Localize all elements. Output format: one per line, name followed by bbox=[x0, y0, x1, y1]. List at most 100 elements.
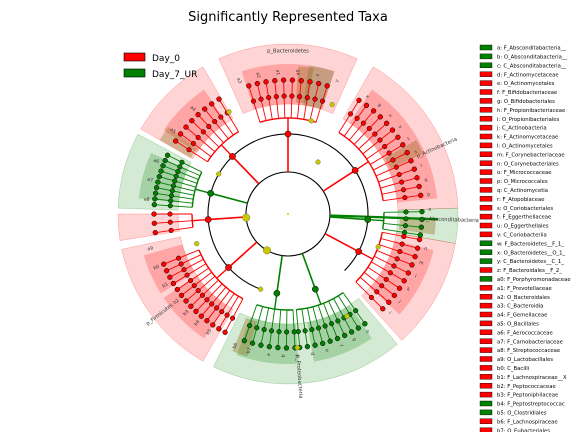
taxon-node bbox=[195, 111, 201, 118]
taxon-node bbox=[155, 179, 161, 185]
key-entry: b0: C_Bacilli bbox=[497, 366, 529, 372]
tree-branch bbox=[362, 129, 393, 155]
tree-branch bbox=[317, 304, 331, 342]
tree-branch bbox=[276, 255, 283, 294]
key-swatch bbox=[479, 320, 493, 327]
taxon-node bbox=[219, 309, 225, 315]
taxon-node bbox=[391, 263, 397, 269]
tree-branch bbox=[343, 105, 367, 137]
key-swatch bbox=[479, 133, 493, 140]
key-entry: b1: F_Lachnospiraceae__X bbox=[497, 375, 567, 381]
clade-sector bbox=[236, 317, 299, 365]
key-entry: d: F_Actinomycetaceae bbox=[497, 72, 559, 78]
taxon-node bbox=[355, 248, 362, 255]
taxon-node bbox=[341, 332, 348, 339]
key-entry: a9: O_Lactobacillales bbox=[497, 357, 553, 363]
taxon-node bbox=[194, 241, 200, 247]
tree-branch bbox=[268, 309, 276, 347]
taxon-node bbox=[401, 233, 407, 240]
taxon-node bbox=[362, 321, 368, 327]
taxon-node bbox=[152, 229, 158, 236]
tree-branch bbox=[252, 306, 264, 344]
taxon-node bbox=[204, 318, 210, 324]
taxon-node bbox=[175, 168, 181, 175]
taxon-node bbox=[393, 164, 399, 170]
tree-branch bbox=[283, 80, 286, 119]
key-swatch bbox=[479, 231, 493, 238]
tree-branch bbox=[185, 275, 216, 302]
taxon-node bbox=[168, 193, 174, 199]
clade-label: a1 bbox=[274, 69, 280, 75]
clade-label: a8 bbox=[144, 196, 150, 203]
clade-label: z bbox=[316, 73, 322, 77]
taxon-node bbox=[263, 246, 272, 255]
key-entry: h: F_Propionibacteriaceae bbox=[497, 108, 565, 114]
tree-branch bbox=[167, 154, 202, 173]
taxon-node bbox=[214, 305, 220, 311]
taxon-node bbox=[249, 340, 256, 346]
taxon-node bbox=[266, 344, 273, 350]
taxon-node bbox=[284, 130, 292, 138]
taxon-node bbox=[327, 338, 333, 344]
tree-branch bbox=[378, 244, 416, 258]
taxon-node bbox=[190, 140, 196, 147]
clade-sector bbox=[342, 66, 459, 211]
taxon-node bbox=[312, 96, 318, 102]
clade-label: a2 bbox=[254, 72, 261, 79]
key-swatch bbox=[479, 222, 493, 229]
key-entry: l: O_Actinomycetales bbox=[497, 144, 553, 150]
key-swatch bbox=[479, 383, 493, 389]
phylum-label: p_Proteobacteria bbox=[294, 355, 303, 399]
clade-label: x bbox=[365, 94, 371, 99]
key-swatch bbox=[479, 71, 493, 77]
taxon-node bbox=[291, 329, 297, 335]
taxon-node bbox=[189, 118, 195, 124]
key-swatch bbox=[479, 400, 493, 407]
taxon-node bbox=[370, 108, 377, 114]
key-entry: k: F_Actinomycetaceae bbox=[497, 135, 558, 141]
clade-label: a9 bbox=[147, 245, 154, 252]
taxon-node bbox=[167, 219, 173, 225]
tree-branch bbox=[208, 216, 247, 221]
tree-branch bbox=[322, 169, 356, 192]
clade-label: a4 bbox=[188, 105, 196, 113]
taxon-node bbox=[209, 101, 215, 107]
key-swatch bbox=[479, 53, 493, 60]
key-entry: e: O_Actinomycetales bbox=[497, 81, 555, 87]
taxon-node bbox=[319, 98, 326, 104]
taxon-node bbox=[412, 253, 418, 260]
clade-label: i bbox=[387, 310, 392, 315]
tree-branch bbox=[301, 253, 317, 290]
tree-branch bbox=[154, 198, 193, 204]
taxon-node bbox=[307, 79, 313, 85]
taxon-node bbox=[177, 131, 184, 137]
key-entry: a1: F_Prevotellaceae bbox=[497, 286, 552, 292]
taxon-node bbox=[204, 297, 210, 303]
node-layer bbox=[151, 77, 425, 351]
taxon-node bbox=[179, 159, 185, 165]
clade-label: b1 bbox=[161, 281, 169, 289]
taxon-node bbox=[198, 313, 204, 319]
clade-label: d bbox=[309, 352, 315, 356]
taxon-node bbox=[315, 325, 322, 331]
tree-branch bbox=[248, 85, 261, 123]
clade-label: l bbox=[414, 274, 418, 280]
tree-branch bbox=[297, 80, 302, 119]
clade-label: g bbox=[351, 337, 357, 342]
tree-branch bbox=[382, 228, 421, 236]
taxon-node bbox=[176, 255, 182, 261]
key-swatch bbox=[479, 124, 493, 131]
clade-label: e bbox=[323, 349, 329, 353]
key-entry: a5: O_Bacillales bbox=[497, 322, 539, 328]
taxon-node bbox=[206, 123, 212, 130]
tree-branch bbox=[218, 98, 239, 132]
key-entry: b4: F_Peptostreptococcac bbox=[497, 402, 565, 408]
key-swatch bbox=[479, 142, 493, 149]
tree-branch bbox=[383, 194, 421, 202]
tree-branch bbox=[366, 136, 399, 160]
tree-branch bbox=[154, 204, 193, 208]
taxon-node bbox=[261, 327, 267, 333]
taxon-node bbox=[320, 340, 326, 347]
key-swatch bbox=[479, 115, 493, 122]
clade-sector bbox=[140, 66, 234, 160]
